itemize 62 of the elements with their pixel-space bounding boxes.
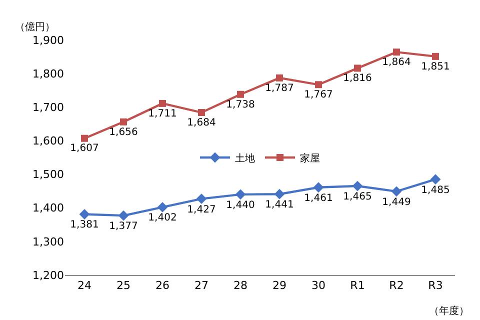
data-label: 1,440 <box>226 200 255 211</box>
data-label: 1,656 <box>109 126 138 138</box>
y-tick-label: 1,700 <box>32 100 64 114</box>
y-tick-label: 1,900 <box>32 34 64 47</box>
data-label: 1,711 <box>148 108 177 120</box>
data-label: 1,684 <box>187 117 216 128</box>
x-tick-label: R1 <box>350 279 365 292</box>
data-label: 1,787 <box>265 82 294 94</box>
point <box>313 182 324 193</box>
point <box>79 209 90 220</box>
point <box>432 52 439 60</box>
data-label: 1,851 <box>421 61 450 72</box>
point <box>235 189 246 200</box>
point <box>198 109 205 116</box>
data-label: 1,441 <box>265 200 294 211</box>
data-label: 1,864 <box>382 56 411 68</box>
x-tick-label: 25 <box>116 279 130 292</box>
point <box>315 81 322 88</box>
x-tick-label: R2 <box>389 279 404 292</box>
x-tick-label: 30 <box>312 279 326 292</box>
data-label: 1,738 <box>226 99 255 110</box>
data-label: 1,427 <box>187 204 216 216</box>
legend-label: 家屋 <box>300 152 320 164</box>
point <box>159 100 166 107</box>
point <box>157 202 168 212</box>
y-tick-label: 1,300 <box>32 235 64 248</box>
x-tick-label: R3 <box>428 279 443 292</box>
point <box>393 48 400 56</box>
y-tick-label: 1,400 <box>32 202 64 215</box>
x-tick-label: 27 <box>194 279 208 292</box>
legend-label: 土地 <box>235 152 255 164</box>
data-label: 1,607 <box>70 143 99 154</box>
point <box>430 174 441 185</box>
data-label: 1,377 <box>109 221 138 232</box>
x-tick-label: 28 <box>234 279 248 292</box>
point <box>118 210 129 221</box>
y-tick-label: 1,800 <box>32 67 64 80</box>
point <box>120 118 127 126</box>
y-axis-title: （億円） <box>15 21 55 33</box>
data-label: 1,381 <box>70 220 99 231</box>
data-label: 1,816 <box>343 73 372 84</box>
point <box>274 188 285 200</box>
x-tick-label: 29 <box>272 279 286 292</box>
point <box>276 74 283 82</box>
x-tick-label: 24 <box>78 279 92 292</box>
point <box>81 134 88 142</box>
point <box>391 186 402 197</box>
data-label: 1,485 <box>421 184 450 196</box>
point <box>352 180 363 192</box>
x-tick-label: 26 <box>156 279 170 292</box>
y-tick-label: 1,200 <box>32 268 64 282</box>
point <box>354 64 361 72</box>
data-label: 1,465 <box>343 192 372 203</box>
y-tick-label: 1,600 <box>32 134 64 148</box>
data-label: 1,449 <box>382 196 411 208</box>
point <box>237 90 244 98</box>
x-axis-title: （年度） <box>429 305 469 317</box>
y-tick-label: 1,500 <box>32 168 64 182</box>
data-label: 1,402 <box>148 212 177 224</box>
data-label: 1,461 <box>304 192 333 204</box>
point <box>196 194 207 204</box>
data-label: 1,767 <box>304 90 333 101</box>
